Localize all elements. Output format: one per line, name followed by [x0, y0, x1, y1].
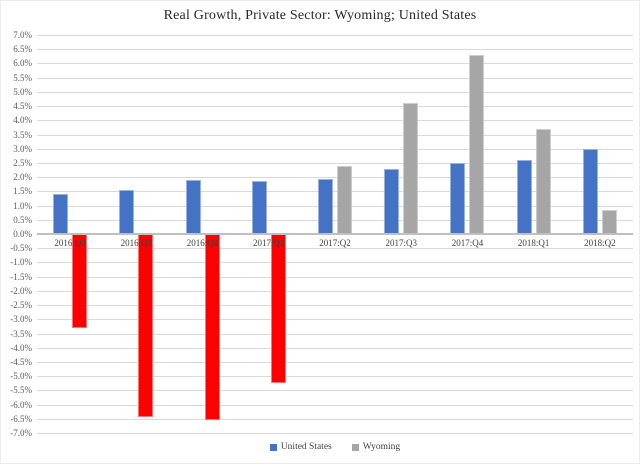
chart-title: Real Growth, Private Sector: Wyoming; Un… [163, 8, 477, 23]
bar-wyoming-2017-q1 [270, 234, 286, 384]
legend-label-wyoming: Wyoming [362, 442, 401, 452]
gridline [37, 106, 633, 108]
gridline [37, 361, 633, 363]
gridline [37, 305, 633, 307]
gridline [37, 390, 633, 392]
bar-united-states-2018-q1 [516, 160, 532, 234]
y-axis-tick-label: 2.5% [13, 157, 32, 168]
bar-united-states-2017-q2 [318, 178, 333, 234]
y-axis-tick-label: 4.0% [13, 115, 32, 126]
x-axis-category-label: 2017:Q3 [385, 238, 417, 248]
gridline [37, 134, 633, 136]
y-axis-tick-label: -2.0% [10, 285, 32, 296]
gridline [37, 347, 633, 349]
gridline [37, 276, 633, 278]
bar-wyoming-2018-q1 [535, 128, 551, 234]
gridline [37, 91, 633, 93]
y-axis-tick-label: 6.5% [13, 44, 32, 55]
y-axis-tick-label: -3.5% [10, 328, 32, 339]
gridline [37, 49, 633, 51]
gridline [37, 177, 633, 179]
x-axis-line [37, 233, 633, 235]
y-axis-tick-label: -7.0% [10, 428, 32, 438]
legend-item-wyoming: Wyoming [351, 442, 401, 452]
y-axis-tick-label: -3.0% [10, 314, 32, 325]
y-axis-tick-label: -2.5% [10, 300, 32, 311]
y-axis-tick-label: 1.5% [13, 186, 32, 197]
x-axis-category-label: 2017:Q2 [319, 238, 351, 248]
bar-wyoming-2018-q2 [601, 209, 617, 234]
y-axis-tick-label: -4.0% [10, 342, 32, 353]
x-axis-category-label: 2018:Q1 [517, 238, 550, 248]
gridline [37, 319, 633, 321]
x-axis-category-label: 2016:Q3 [120, 238, 153, 248]
gridline [37, 77, 633, 79]
legend-item-united-states: United States [269, 442, 332, 452]
y-axis-tick-label: -6.0% [10, 399, 32, 410]
y-axis-tick-label: 5.0% [13, 86, 32, 97]
gridline [37, 120, 633, 122]
gridline [37, 148, 633, 150]
legend-label-united-states: United States [280, 442, 332, 452]
bar-united-states-2016-q2 [53, 194, 69, 234]
gridline [37, 205, 633, 207]
gridline [37, 433, 633, 434]
gridline [37, 333, 633, 335]
gridline [37, 262, 633, 264]
y-axis-tick-label: 2.0% [13, 172, 32, 183]
y-axis-tick-label: -4.5% [10, 356, 32, 367]
gridline [37, 191, 633, 193]
gridline [37, 219, 633, 221]
bar-united-states-2016-q4 [185, 179, 201, 234]
legend-swatch-wyoming-icon [351, 443, 359, 451]
y-axis-tick-label: 6.0% [13, 58, 32, 69]
bar-wyoming-2016-q4 [204, 234, 220, 421]
y-axis-tick-label: -0.5% [10, 243, 32, 254]
gridline [37, 162, 633, 164]
bar-united-states-2016-q3 [119, 189, 135, 234]
y-axis-tick-label: 0.5% [13, 214, 32, 225]
gridline [37, 35, 633, 36]
gridline [37, 63, 633, 65]
bar-wyoming-2017-q4 [469, 54, 485, 234]
legend-swatch-united-states-icon [269, 443, 277, 451]
y-axis-tick-label: -6.5% [10, 413, 32, 424]
bar-united-states-2018-q2 [582, 148, 598, 234]
y-axis-tick-label: 3.0% [13, 143, 32, 154]
bar-united-states-2017-q1 [251, 181, 267, 234]
gridline [37, 418, 633, 420]
gridline [37, 248, 633, 250]
x-axis-category-label: 2016:Q4 [186, 238, 219, 248]
bar-wyoming-2016-q3 [138, 234, 154, 418]
y-axis-tick-label: -5.0% [10, 371, 32, 382]
gridline [37, 290, 633, 292]
bar-wyoming-2017-q3 [403, 103, 419, 234]
bar-united-states-2017-q4 [450, 162, 466, 234]
x-axis-category-label: 2017:Q4 [451, 238, 484, 248]
y-axis-tick-label: 1.0% [13, 200, 32, 211]
y-axis-tick-label: 3.5% [13, 129, 32, 140]
legend: United States Wyoming [37, 442, 633, 452]
y-axis-tick-label: -5.5% [10, 385, 32, 396]
y-axis-tick-label: 4.5% [13, 101, 32, 112]
y-axis-tick-label: 5.5% [13, 72, 32, 83]
bar-wyoming-2017-q2 [337, 165, 352, 234]
gridline [37, 404, 633, 406]
x-axis-category-label: 2017:Q1 [253, 238, 285, 248]
y-axis-tick-label: 7.0% [13, 30, 32, 40]
x-axis-category-label: 2016:Q2 [54, 238, 86, 248]
y-axis-tick-label: -1.0% [10, 257, 32, 268]
y-axis-tick-label: -1.5% [10, 271, 32, 282]
gridline [37, 376, 633, 378]
x-axis-category-label: 2018:Q2 [584, 238, 616, 248]
y-axis-tick-label: 0.0% [13, 229, 32, 239]
bar-united-states-2017-q3 [384, 168, 400, 234]
